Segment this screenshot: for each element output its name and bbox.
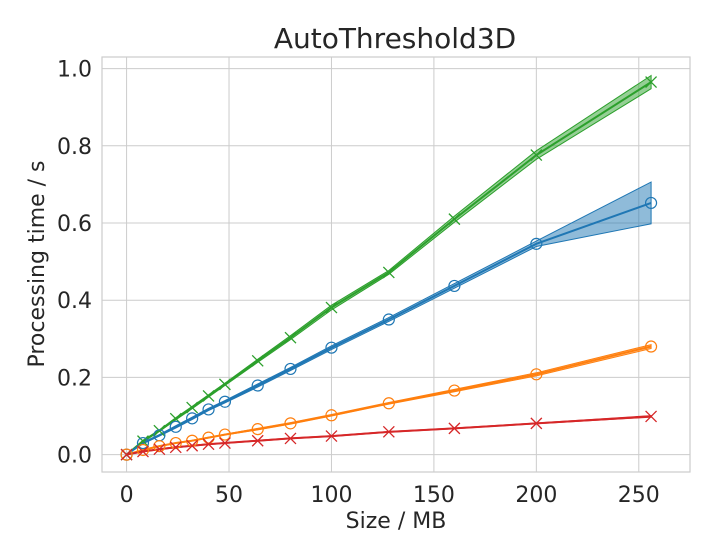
series-0-point-8 (284, 331, 297, 344)
x-tick-label-3: 150 (413, 483, 455, 508)
series-2-point-13 (644, 340, 658, 353)
series-3-point-11 (448, 422, 461, 435)
series-3-point-1 (137, 445, 149, 458)
series-2-point-5 (202, 431, 215, 444)
x-tick-label-2: 100 (310, 483, 352, 508)
series-0-point-1 (137, 435, 149, 448)
series-0-point-5 (202, 389, 215, 402)
x-axis-label: Size / MB (346, 509, 447, 534)
series-1-point-10 (382, 313, 395, 326)
series-2-line (126, 345, 652, 456)
series-2-point-12 (530, 368, 543, 381)
chart-title: AutoThreshold3D (274, 22, 516, 55)
plot-frame (101, 56, 691, 473)
series-2-point-6 (218, 428, 232, 441)
series-2-point-1 (136, 443, 150, 457)
x-tick-label-1: 50 (215, 483, 243, 508)
series-2-point-9 (325, 409, 338, 422)
series-0-point-7 (251, 354, 264, 367)
series-2-point-3 (169, 436, 182, 450)
series-0-point-9 (325, 301, 338, 314)
series-markers (120, 76, 658, 461)
series-2-point-7 (251, 423, 264, 436)
series-3-point-13 (645, 410, 658, 423)
series-3-point-0 (120, 448, 133, 461)
series-3-point-2 (153, 443, 166, 456)
series-3-point-7 (251, 434, 264, 447)
x-tick-label-0: 0 (120, 483, 134, 508)
x-tick-labels: 0 50 100 150 200 250 (120, 483, 660, 508)
series-0-point-4 (186, 401, 199, 414)
series-2-point-8 (284, 417, 297, 430)
y-tick-label-0: 0.0 (57, 444, 92, 469)
series-1-point-8 (284, 362, 297, 376)
series-3-point-12 (530, 417, 543, 430)
series-3-point-8 (284, 432, 297, 445)
series-1-point-7 (251, 379, 264, 392)
series-3-point-9 (325, 430, 338, 443)
series-3-point-4 (186, 439, 199, 452)
series-1-point-11 (448, 279, 461, 293)
y-tick-label-4: 0.8 (57, 135, 92, 160)
series-3-point-3 (169, 441, 182, 454)
y-tick-label-3: 0.6 (57, 212, 92, 237)
y-tick-labels: 0.0 0.2 0.4 0.6 0.8 1.0 (57, 58, 92, 469)
series-3-point-6 (218, 437, 231, 450)
series-1-line (126, 201, 652, 456)
series-2-point-2 (153, 440, 166, 453)
series-1-point-13 (644, 196, 658, 210)
y-tick-label-1: 0.2 (57, 366, 92, 391)
series-1-point-1 (136, 436, 150, 450)
x-tick-label-4: 200 (515, 483, 557, 508)
y-tick-label-2: 0.4 (57, 289, 92, 314)
series-1-point-6 (218, 395, 232, 408)
series-3-point-5 (202, 438, 215, 451)
series-0-point-13 (645, 76, 658, 89)
series-2-point-0 (120, 448, 133, 461)
y-tick-label-5: 1.0 (57, 58, 92, 83)
x-tick-label-5: 250 (618, 483, 660, 508)
series-0-point-12 (530, 149, 543, 162)
series-0-point-10 (382, 266, 395, 279)
series-0-point-2 (153, 424, 166, 437)
series-1-point-3 (169, 420, 182, 433)
series-1-point-9 (325, 341, 338, 354)
y-axis-label: Processing time / s (25, 160, 50, 367)
series-1-point-5 (202, 403, 215, 416)
series-1-point-4 (186, 412, 199, 425)
series-0-point-6 (218, 378, 231, 391)
series-1-point-12 (530, 237, 543, 250)
series-3-point-10 (382, 425, 395, 438)
series-2-point-11 (448, 384, 461, 397)
series-3-line (126, 415, 652, 456)
series-0-point-11 (448, 213, 461, 226)
series-2-point-10 (382, 397, 395, 410)
